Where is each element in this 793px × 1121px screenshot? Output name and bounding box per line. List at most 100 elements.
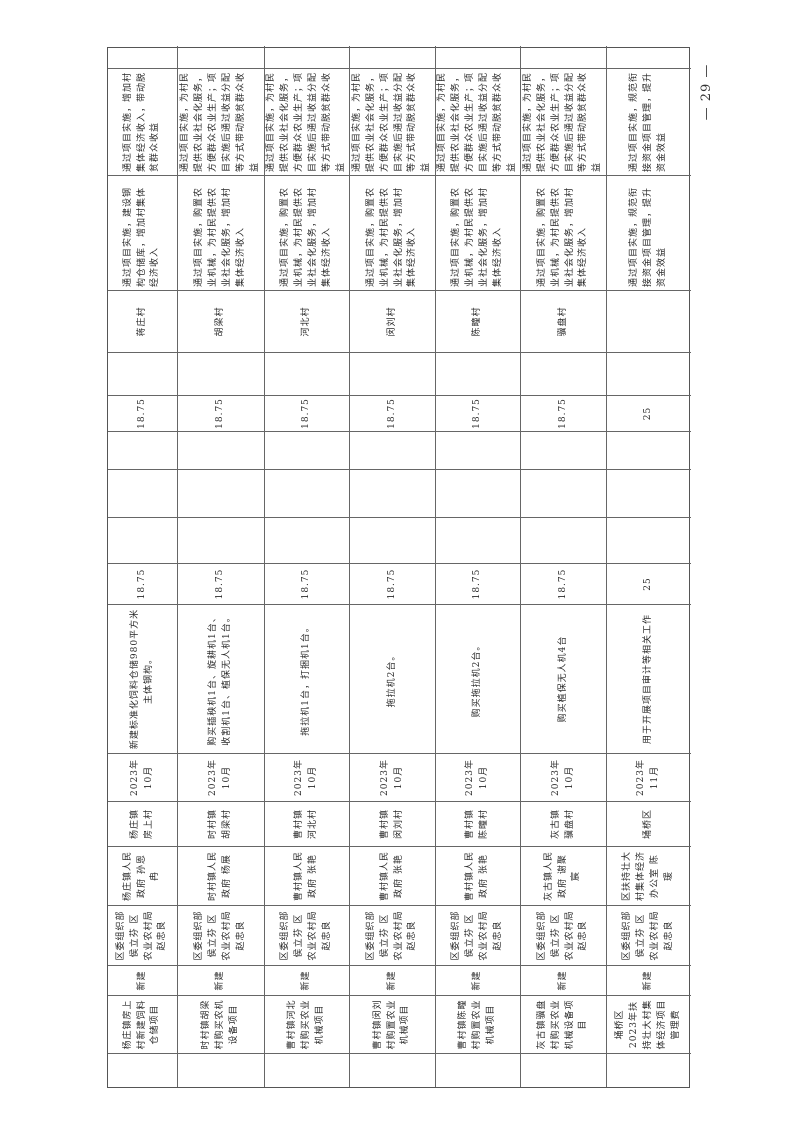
- cell-remark: [607, 46, 691, 69]
- cell-total: 18.75: [350, 564, 435, 605]
- cell-content: 购买植保无人机4台: [521, 605, 606, 754]
- cell-name: 杨庄镇房上村新建饲料仓储项目: [108, 996, 177, 1054]
- table-row: 时村镇胡梁村购买农机设备项目 新建 区委组织部 侯立芬 区农业农村局 赵忠良 时村镇人…: [177, 46, 264, 1087]
- cell-target: 通过项目实施，规范衔接资金项目管理，提升资金效益: [607, 69, 691, 176]
- cell-fund-a: [265, 518, 349, 564]
- cell-time: 2023年10月: [178, 754, 264, 802]
- cell-remark: [350, 46, 435, 69]
- cell-fund-b: [607, 470, 691, 518]
- cell-total: 18.75: [265, 564, 349, 605]
- cell-mechanism: 通过项目实施，购置农业机械，为村民提供农业社会化服务，增加村集体经济收入: [350, 176, 435, 291]
- cell-total: 18.75: [178, 564, 264, 605]
- cell-name: 曹村镇闵刘村购置农业机械项目: [350, 996, 435, 1054]
- cell-fund-district: 18.75: [521, 396, 606, 432]
- cell-time: 2023年10月: [436, 754, 520, 802]
- cell-type: 新建: [265, 966, 349, 996]
- cell-fund-c: [108, 432, 177, 470]
- cell-village: [607, 291, 691, 353]
- cell-town-resp: 曹村镇人民政府 张艳: [436, 847, 520, 906]
- cell-fund-a: [350, 518, 435, 564]
- cell-fund-b: [521, 470, 606, 518]
- cell-remark: [108, 46, 177, 69]
- cell-location: 埇桥区: [607, 802, 691, 847]
- cell-town-resp: 灰古镇人民政府 谢聚宸: [521, 847, 606, 906]
- cell-target: 通过项目实施，为村民提供农业社会化服务，方便群众农业生产；项目实施后通过收益分配…: [521, 69, 606, 176]
- cell-type: 新建: [607, 966, 691, 996]
- cell-fund-a: [178, 518, 264, 564]
- cell-fund-district: 18.75: [108, 396, 177, 432]
- table-row: 埇桥区2023年扶持壮大村集体经济项目管理费 新建 区委组织部 侯立芬 区农业农村局…: [606, 46, 691, 1087]
- rotated-page: 杨庄镇房上村新建饲料仓储项目 新建 区委组织部 侯立芬 区农业农村局 赵忠良 杨庄镇人…: [107, 46, 714, 1088]
- cell-total: 18.75: [521, 564, 606, 605]
- cell-fund-district: 18.75: [265, 396, 349, 432]
- cell-fund-b: [108, 470, 177, 518]
- cell-target: 通过项目实施，为村民提供农业社会化服务，方便群众农业生产；项目实施后通过收益分配…: [436, 69, 520, 176]
- cell-index: [265, 1054, 349, 1087]
- cell-index: [178, 1054, 264, 1087]
- cell-fund-district: 18.75: [350, 396, 435, 432]
- cell-fund-district: 25: [607, 396, 691, 432]
- cell-content: 拖拉机2台。: [350, 605, 435, 754]
- cell-target: 通过项目实施，为村民提供农业社会化服务，方便群众农业生产；项目实施后通过收益分配…: [265, 69, 349, 176]
- cell-district-resp: 区委组织部 侯立芬 区农业农村局 赵忠良: [350, 906, 435, 966]
- cell-total: 18.75: [436, 564, 520, 605]
- cell-index: [108, 1054, 177, 1087]
- cell-village: 胡梁村: [178, 291, 264, 353]
- cell-content: 拖拉机1台，打捆机1台。: [265, 605, 349, 754]
- cell-location: 曹村镇河北村: [265, 802, 349, 847]
- cell-time: 2023年10月: [521, 754, 606, 802]
- cell-content: 用于开展项目审计等相关工作: [607, 605, 691, 754]
- cell-fund-other: [108, 353, 177, 396]
- cell-name: 灰古镇骥盘村购买农业机械设备项目: [521, 996, 606, 1054]
- cell-time: 2023年11月: [607, 754, 691, 802]
- cell-district-resp: 区委组织部 侯立芬 区农业农村局 赵忠良: [436, 906, 520, 966]
- cell-fund-a: [607, 518, 691, 564]
- cell-content: 购买插秧机1台、旋耕机1台、收割机1台、植保无人机1台。: [178, 605, 264, 754]
- cell-district-resp: 区委组织部 侯立芬 区农业农村局 赵忠良: [265, 906, 349, 966]
- cell-fund-a: [436, 518, 520, 564]
- cell-mechanism: 通过项目实施，购置农业机械，为村民提供农业社会化服务，增加村集体经济收入: [436, 176, 520, 291]
- cell-index: [521, 1054, 606, 1087]
- cell-fund-c: [350, 432, 435, 470]
- cell-fund-district: 18.75: [436, 396, 520, 432]
- cell-district-resp: 区委组织部 侯立芬 区农业农村局 赵忠良: [108, 906, 177, 966]
- cell-fund-other: [178, 353, 264, 396]
- cell-fund-c: [265, 432, 349, 470]
- cell-fund-b: [350, 470, 435, 518]
- cell-type: 新建: [436, 966, 520, 996]
- cell-type: 新建: [350, 966, 435, 996]
- cell-village: 蒋庄村: [108, 291, 177, 353]
- cell-fund-other: [607, 353, 691, 396]
- cell-mechanism: 通过项目实施，购置农业机械，为村民提供农业社会化服务，增加村集体经济收入: [265, 176, 349, 291]
- cell-remark: [265, 46, 349, 69]
- cell-town-resp: 区扶持壮大村集体经济办公室 陈瑗: [607, 847, 691, 906]
- cell-name: 埇桥区2023年扶持壮大村集体经济项目管理费: [607, 996, 691, 1054]
- cell-index: [350, 1054, 435, 1087]
- cell-target: 通过项目实施，为村民提供农业社会化服务，方便群众农业生产；项目实施后通过收益分配…: [178, 69, 264, 176]
- cell-remark: [178, 46, 264, 69]
- cell-district-resp: 区委组织部 侯立芬 区农业农村局 赵忠良: [521, 906, 606, 966]
- cell-fund-a: [108, 518, 177, 564]
- cell-name: 曹村镇河北村购买农业机械项目: [265, 996, 349, 1054]
- cell-mechanism: 通过项目实施，购置农业机械，为村民提供农业社会化服务，增加村集体经济收入: [178, 176, 264, 291]
- cell-town-resp: 杨庄镇人民政府 孙恩冉: [108, 847, 177, 906]
- cell-time: 2023年10月: [350, 754, 435, 802]
- cell-index: [607, 1054, 691, 1087]
- table-row: 灰古镇骥盘村购买农业机械设备项目 新建 区委组织部 侯立芬 区农业农村局 赵忠良 灰古…: [520, 46, 606, 1087]
- cell-mechanism: 通过项目实施，规范衔接资金项目管理，提升资金效益: [607, 176, 691, 291]
- cell-location: 曹村镇陈疃村: [436, 802, 520, 847]
- page-number: — 29 —: [699, 63, 714, 121]
- cell-remark: [521, 46, 606, 69]
- cell-mechanism: 通过项目实施，购置农业机械，为村民提供农业社会化服务，增加村集体经济收入: [521, 176, 606, 291]
- cell-fund-other: [436, 353, 520, 396]
- cell-fund-b: [436, 470, 520, 518]
- cell-fund-c: [436, 432, 520, 470]
- cell-fund-b: [178, 470, 264, 518]
- cell-village: 闵刘村: [350, 291, 435, 353]
- cell-fund-other: [521, 353, 606, 396]
- cell-fund-other: [265, 353, 349, 396]
- cell-content: 购买拖拉机2台。: [436, 605, 520, 754]
- cell-total: 25: [607, 564, 691, 605]
- cell-location: 杨庄镇房上村: [108, 802, 177, 847]
- cell-fund-c: [607, 432, 691, 470]
